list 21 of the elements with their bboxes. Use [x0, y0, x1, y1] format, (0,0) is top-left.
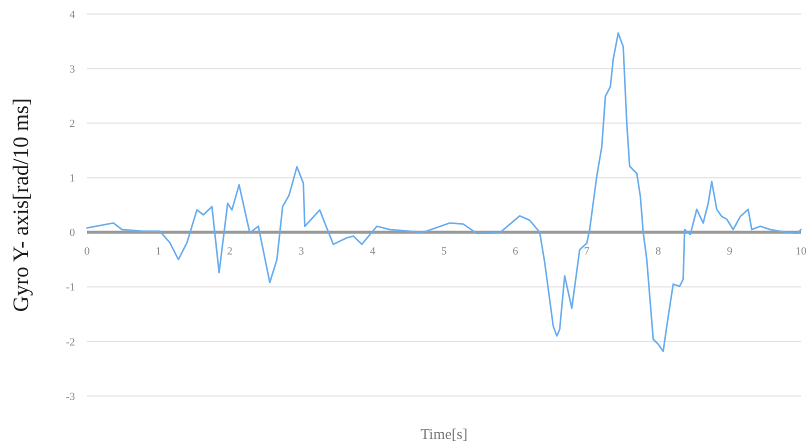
y-tick-label: -1	[66, 282, 75, 294]
y-tick-label: 2	[70, 118, 75, 130]
y-tick-label: 3	[70, 63, 76, 76]
x-tick-label: 8	[655, 245, 662, 258]
x-tick-label: 0	[84, 245, 90, 258]
x-tick-label: 3	[298, 245, 304, 258]
y-tick-label: -3	[66, 390, 76, 403]
x-tick-label: 4	[370, 245, 376, 258]
y-tick-label: -2	[66, 336, 75, 348]
x-tick-label: 10	[796, 245, 806, 258]
y-tick-label: 4	[70, 8, 76, 21]
x-axis-title: Time[s]	[420, 427, 468, 443]
x-tick-label: 5	[441, 245, 448, 258]
y-tick-label: 0	[70, 227, 76, 240]
x-tick-label: 7	[584, 245, 590, 258]
x-tick-label: 6	[512, 245, 519, 258]
x-tick-label: 2	[227, 245, 233, 258]
y-tick-label: 1	[70, 172, 75, 185]
x-tick-label: 1	[156, 245, 162, 258]
y-axis-title: Gyro Y- axis[rad/10 ms]	[8, 98, 33, 312]
x-tick-label: 9	[726, 245, 733, 258]
